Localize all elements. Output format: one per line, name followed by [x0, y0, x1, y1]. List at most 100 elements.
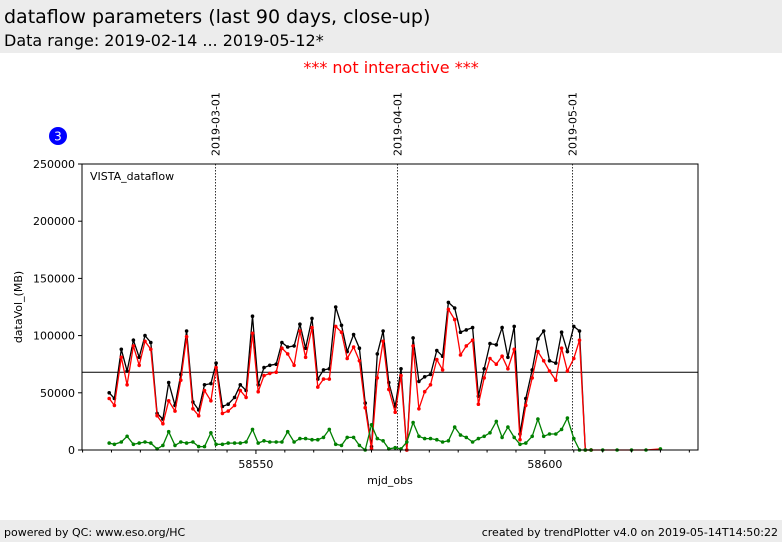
- data-point: [494, 343, 499, 347]
- y-tick-label: 200000: [33, 215, 75, 228]
- data-point: [238, 383, 243, 387]
- data-point: [476, 436, 481, 441]
- data-point: [464, 435, 469, 440]
- data-point: [196, 413, 201, 418]
- data-point: [292, 363, 296, 368]
- data-point: [137, 441, 141, 445]
- data-point: [554, 361, 558, 365]
- data-point: [327, 427, 332, 432]
- footer-created-by: created by trendPlotter v4.0 on 2019-05-…: [481, 526, 778, 539]
- data-point: [161, 443, 165, 448]
- data-point: [411, 344, 415, 348]
- data-point: [399, 373, 403, 378]
- data-point: [375, 352, 380, 356]
- data-point: [333, 442, 338, 447]
- data-point: [298, 436, 302, 441]
- data-point: [119, 347, 124, 352]
- data-point: [357, 359, 362, 363]
- data-point: [428, 383, 433, 387]
- data-point: [107, 441, 111, 445]
- data-range-subtitle: Data range: 2019-02-14 ... 2019-05-12*: [4, 31, 324, 50]
- data-point: [339, 443, 344, 448]
- data-point: [137, 363, 141, 368]
- y-tick-label: 250000: [33, 158, 75, 171]
- data-point: [435, 357, 439, 362]
- data-point: [268, 363, 272, 368]
- data-point: [375, 436, 380, 441]
- data-point: [422, 375, 427, 379]
- header-bar: [0, 0, 782, 53]
- data-point: [530, 434, 534, 439]
- data-point: [149, 340, 153, 345]
- data-point: [572, 324, 576, 329]
- data-point: [572, 436, 576, 441]
- data-point: [149, 347, 153, 352]
- badge-label: 3: [54, 130, 62, 144]
- data-point: [316, 437, 320, 442]
- data-point: [119, 355, 124, 360]
- data-point: [310, 437, 314, 442]
- data-point: [547, 369, 552, 373]
- data-point: [191, 440, 195, 444]
- data-point: [298, 322, 302, 327]
- data-point: [292, 440, 296, 444]
- not-interactive-notice: *** not interactive ***: [303, 58, 479, 77]
- data-point: [512, 347, 516, 352]
- data-point: [202, 383, 207, 387]
- data-point: [143, 339, 147, 344]
- footer-bar: [0, 520, 782, 542]
- data-point: [512, 435, 516, 440]
- data-point: [464, 328, 469, 332]
- data-point: [166, 429, 171, 434]
- data-point: [411, 420, 415, 425]
- data-point: [209, 431, 213, 435]
- data-point: [577, 338, 582, 343]
- data-point: [381, 439, 385, 443]
- data-point: [209, 381, 213, 386]
- data-point: [107, 396, 111, 401]
- data-point: [500, 354, 504, 359]
- data-point: [476, 402, 481, 407]
- data-point: [351, 435, 356, 440]
- y-tick-label: 150000: [33, 272, 75, 285]
- data-point: [565, 416, 570, 420]
- data-point: [536, 337, 540, 341]
- series-line-1: [108, 307, 592, 451]
- data-point: [554, 432, 558, 436]
- data-point: [214, 365, 218, 370]
- data-point: [488, 341, 492, 346]
- series-line-2: [109, 416, 592, 452]
- data-point: [417, 434, 421, 439]
- data-point: [166, 399, 171, 403]
- data-point: [488, 356, 492, 361]
- data-point: [268, 371, 272, 376]
- badge-circle: [49, 127, 67, 145]
- data-point: [280, 440, 284, 444]
- data-point: [256, 441, 261, 445]
- data-point: [321, 377, 326, 381]
- data-point: [232, 395, 237, 400]
- data-point: [500, 435, 504, 440]
- data-point: [143, 333, 147, 338]
- data-point: [572, 356, 576, 361]
- data-point: [506, 425, 510, 429]
- data-point: [179, 440, 183, 444]
- data-point: [143, 440, 147, 444]
- data-point: [262, 439, 266, 443]
- data-point: [191, 407, 195, 411]
- data-point: [220, 442, 225, 447]
- data-point: [262, 373, 266, 378]
- data-point: [274, 370, 279, 375]
- data-point: [238, 388, 243, 393]
- data-point: [565, 369, 570, 373]
- data-point: [494, 362, 499, 367]
- data-point: [541, 329, 546, 333]
- date-marker-label: 2019-05-01: [567, 92, 580, 156]
- data-point: [226, 402, 230, 407]
- data-point: [310, 325, 314, 330]
- data-point: [428, 436, 433, 441]
- data-point: [274, 440, 279, 444]
- data-point: [345, 356, 350, 361]
- data-point: [435, 348, 439, 353]
- data-point: [202, 388, 207, 393]
